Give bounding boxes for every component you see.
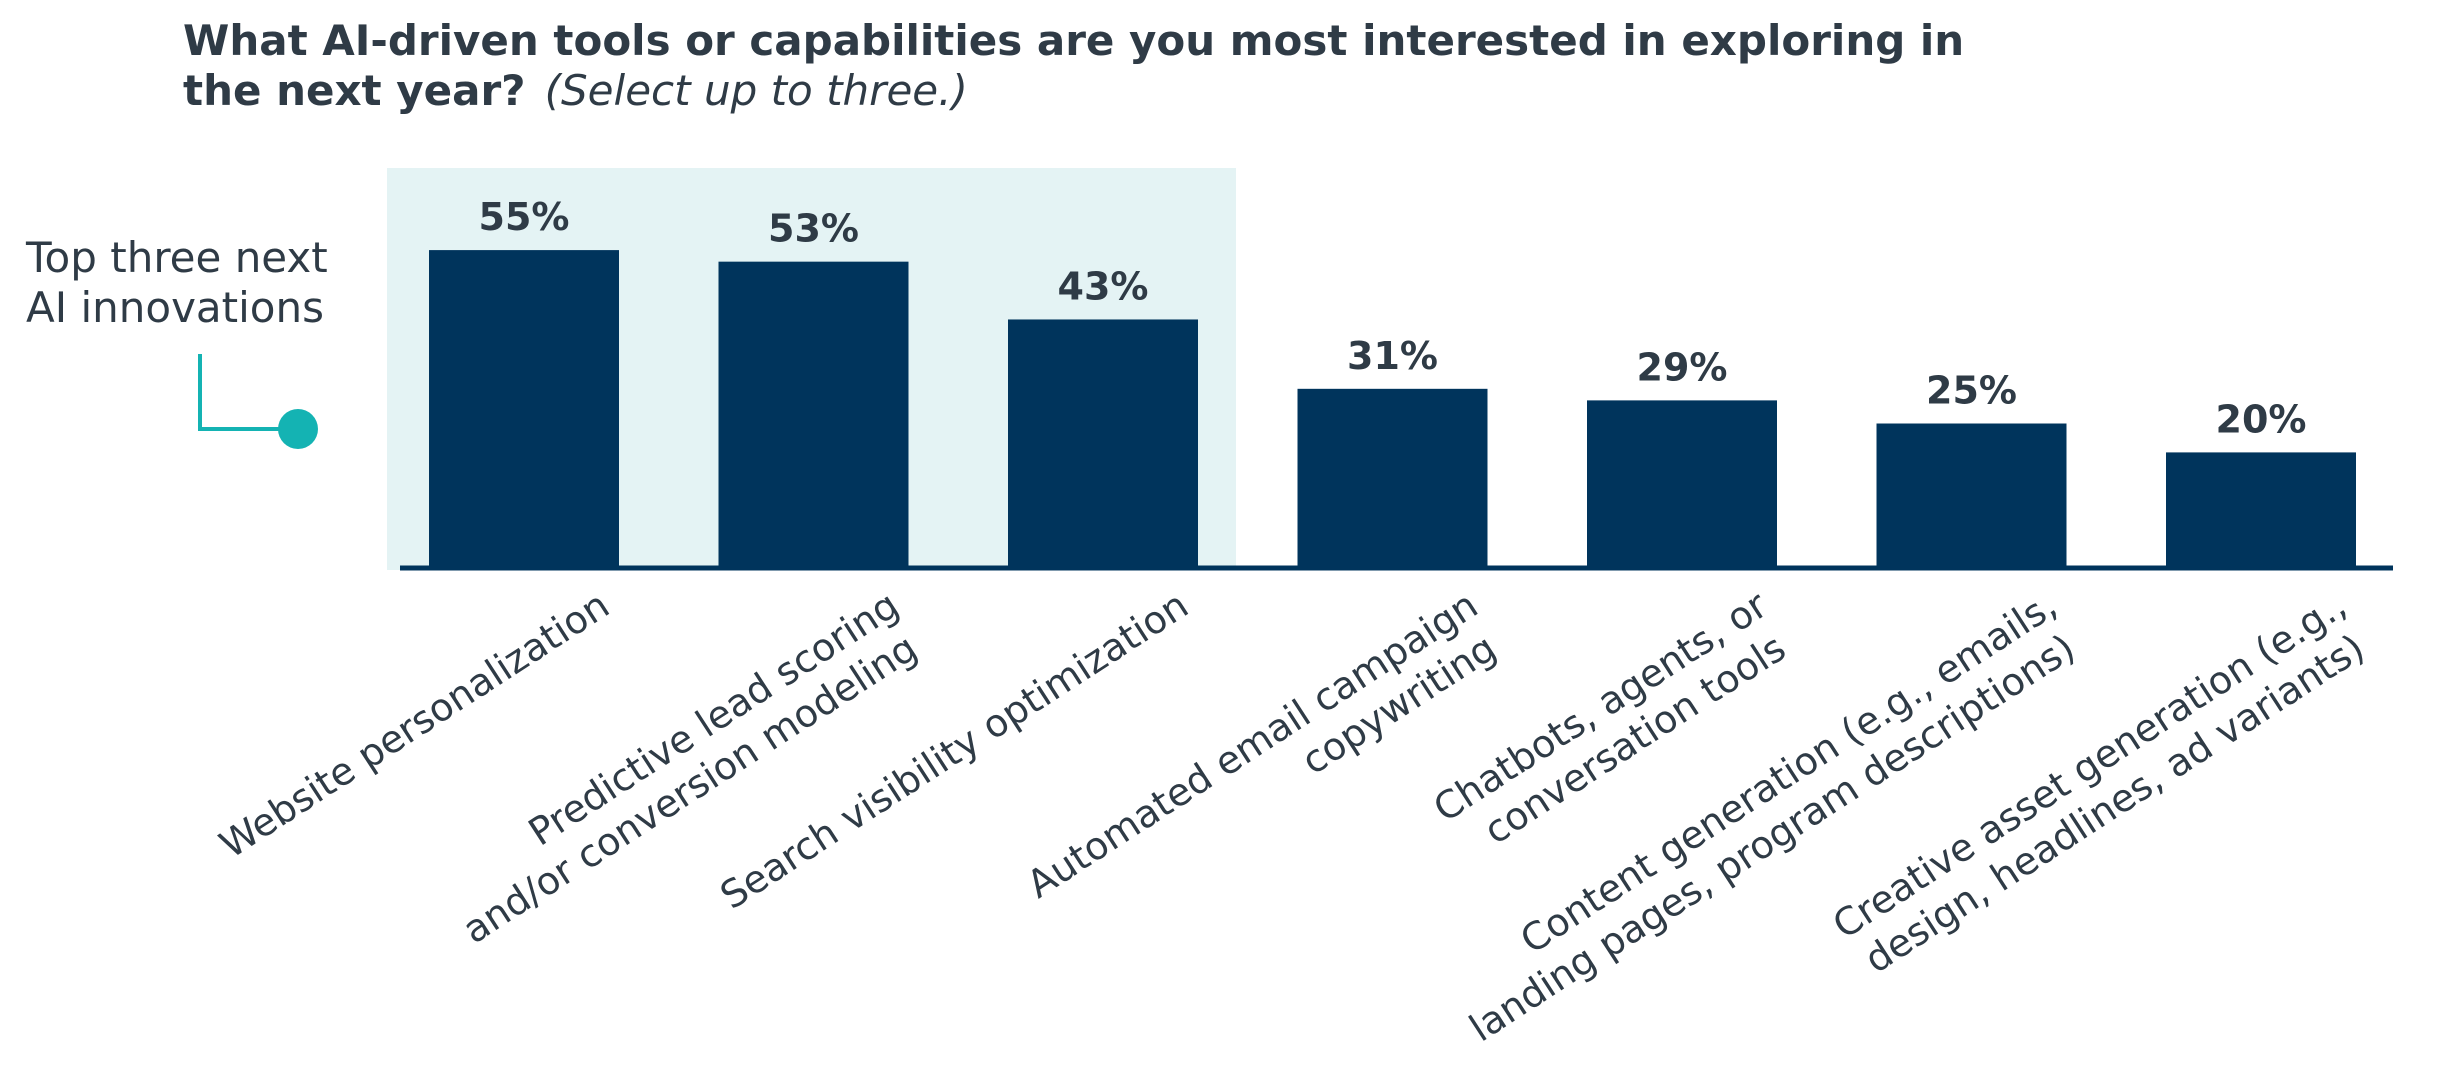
value-label-3: 43% [1058, 264, 1149, 308]
value-label-2: 53% [768, 207, 859, 251]
bar-6 [1876, 423, 2067, 568]
value-label-1: 55% [479, 195, 570, 239]
chart-title-line-2-row: the next year? (Select up to three.) [183, 66, 968, 115]
callout-label: Top three next AI innovations [25, 233, 341, 332]
bars [429, 250, 2356, 568]
chart-title-line-2: the next year? [183, 66, 526, 115]
callout-label-line-1: Top three next [25, 233, 328, 282]
bar-5 [1587, 400, 1777, 568]
category-label-7: Creative asset generation (e.g.,design, … [1825, 583, 2379, 986]
category-label-2: Predictive lead scoringand/or conversion… [430, 583, 932, 952]
bar-2 [718, 261, 909, 568]
value-label-7: 20% [2216, 397, 2307, 441]
bar-3 [1008, 319, 1198, 568]
callout-connector [198, 354, 298, 431]
chart-title: What AI-driven tools or capabilities are… [183, 16, 1964, 65]
bar-1 [429, 250, 619, 568]
chart-title-line-1: What AI-driven tools or capabilities are… [183, 16, 1964, 65]
bar-7 [2166, 452, 2356, 568]
value-label-5: 29% [1637, 345, 1728, 389]
value-labels: 55% 53% 43% 31% 29% 25% 20% [479, 195, 2307, 441]
value-label-4: 31% [1347, 334, 1438, 378]
callout-marker-dot [278, 409, 318, 449]
bar-4 [1297, 388, 1488, 568]
callout: Top three next AI innovations [25, 233, 341, 449]
category-label-4-line-1: Automated email campaign [1019, 583, 1485, 907]
callout-label-line-2: AI innovations [26, 283, 324, 332]
value-label-6: 25% [1926, 369, 2017, 413]
chart-subtitle: (Select up to three.) [545, 66, 968, 115]
